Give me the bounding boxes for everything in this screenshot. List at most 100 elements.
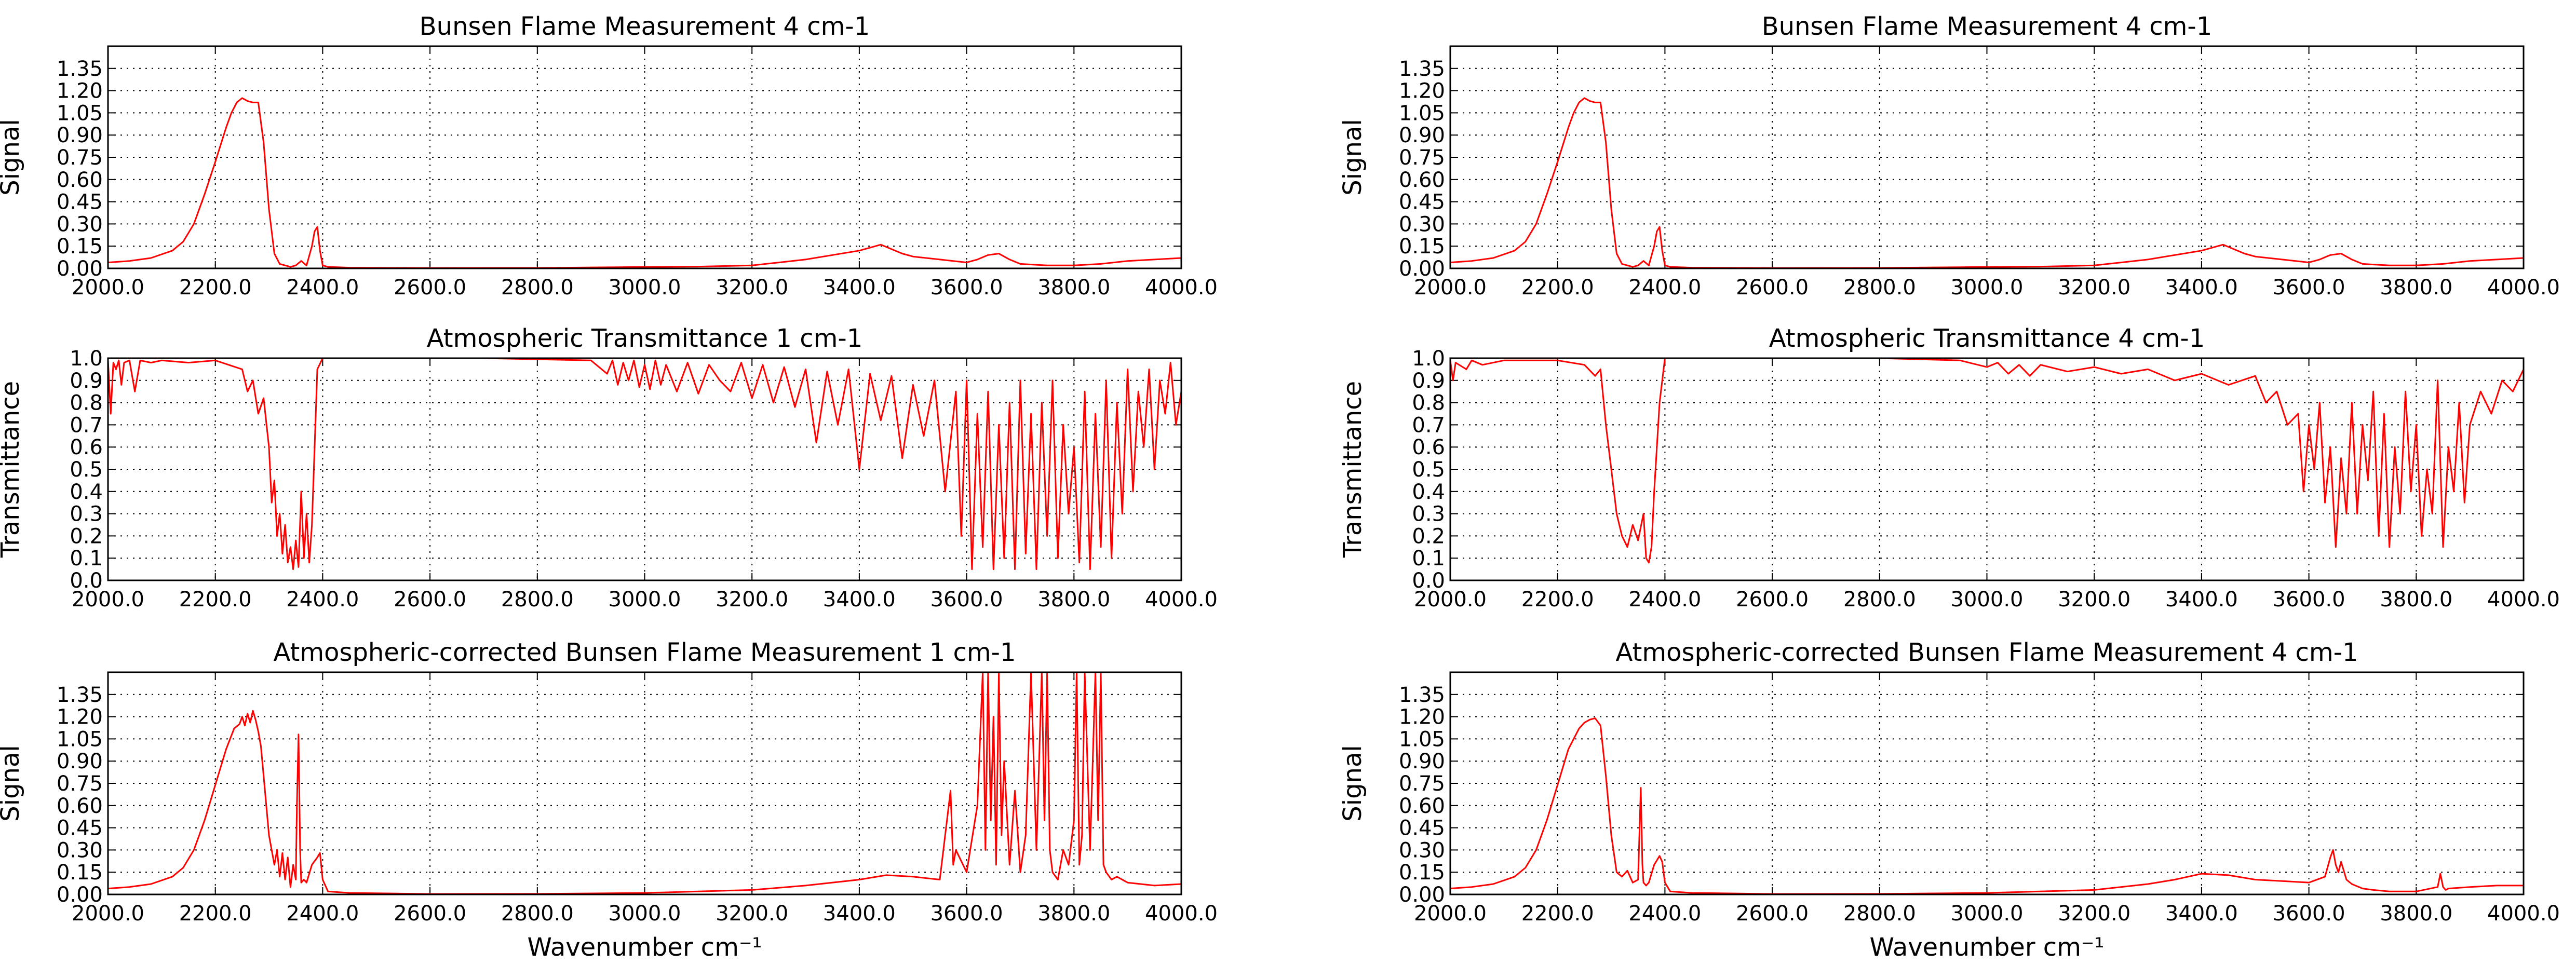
- y-tick-label: 0.00: [1399, 883, 1445, 907]
- y-tick-label: 0.60: [1399, 168, 1445, 192]
- x-tick-label: 2800.0: [501, 276, 574, 300]
- x-tick-label: 2000.0: [1414, 902, 1487, 926]
- x-tick-label: 3400.0: [2165, 902, 2238, 926]
- x-tick-label: 2600.0: [394, 902, 466, 926]
- y-tick-label: 0.7: [1412, 413, 1445, 437]
- x-tick-label: 2200.0: [179, 902, 252, 926]
- y-tick-label: 0.60: [57, 168, 103, 192]
- y-tick-label: 0.6: [70, 436, 103, 459]
- y-axis-label: Signal: [0, 119, 25, 195]
- x-axis-label: Wavenumber cm⁻¹: [1869, 933, 2104, 962]
- x-tick-label: 3600.0: [2273, 276, 2345, 300]
- series-line: [108, 672, 1181, 894]
- x-tick-label: 3200.0: [2058, 902, 2130, 926]
- x-tick-label: 3400.0: [2165, 276, 2238, 300]
- y-tick-label: 0.60: [57, 794, 103, 818]
- x-tick-label: 4000.0: [1145, 276, 1218, 300]
- x-tick-label: 3400.0: [823, 276, 896, 300]
- plot-frame: [107, 357, 1182, 581]
- y-tick-label: 0.0: [1412, 569, 1445, 593]
- y-tick-label: 0.60: [1399, 794, 1445, 818]
- y-tick-label: 0.3: [70, 502, 103, 526]
- x-tick-label: 2600.0: [1736, 902, 1809, 926]
- chart-panel-4: 2000.0 2200.0 2400.0 2600.0 2800.0 3000.0 3200…: [1338, 324, 2560, 612]
- x-tick-label: 3400.0: [2165, 588, 2238, 612]
- x-tick-label: 3200.0: [716, 588, 788, 612]
- chart-title: Bunsen Flame Measurement 4 cm-1: [1762, 12, 2213, 41]
- y-tick-label: 1.05: [1399, 101, 1445, 125]
- y-tick-label: 1.05: [57, 101, 103, 125]
- series-line: [1450, 358, 2524, 564]
- y-tick-label: 0.6: [1412, 436, 1445, 459]
- y-tick-label: 0.00: [57, 883, 103, 907]
- y-tick-label: 0.0: [70, 569, 103, 593]
- x-tick-label: 2400.0: [1628, 276, 1701, 300]
- x-tick-label: 2800.0: [501, 902, 574, 926]
- y-tick-label: 1.0: [70, 347, 103, 371]
- plot-frame: [1449, 357, 2525, 581]
- x-tick-label: 2400.0: [286, 276, 359, 300]
- x-tick-label: 3600.0: [930, 276, 1003, 300]
- x-tick-label: 3600.0: [2273, 588, 2345, 612]
- chart-panel-1: 2000.0 2200.0 2400.0 2600.0 2800.0 3000.0 3200…: [0, 12, 1218, 300]
- x-tick-label: 2400.0: [1628, 902, 1701, 926]
- x-tick-label: 4000.0: [1145, 588, 1218, 612]
- y-tick-label: 0.30: [1399, 212, 1445, 236]
- x-tick-label: 2800.0: [1843, 902, 1916, 926]
- y-tick-label: 0.45: [1399, 817, 1445, 840]
- y-tick-label: 1.35: [57, 683, 103, 707]
- y-tick-label: 0.4: [70, 480, 103, 504]
- y-tick-label: 0.75: [57, 146, 103, 170]
- y-tick-label: 0.75: [1399, 146, 1445, 170]
- plot-frame: [107, 45, 1182, 269]
- x-tick-label: 2000.0: [72, 902, 144, 926]
- x-tick-label: 3000.0: [609, 902, 681, 926]
- plot-frame: [1449, 671, 2525, 895]
- x-tick-label: 3400.0: [823, 588, 896, 612]
- x-axis-label: Wavenumber cm⁻¹: [527, 933, 762, 962]
- y-tick-label: 0.45: [57, 191, 103, 214]
- y-tick-label: 0.5: [70, 458, 103, 482]
- y-axis-label: Transmittance: [0, 381, 25, 558]
- y-tick-label: 0.15: [1399, 861, 1445, 885]
- y-axis-label: Signal: [1338, 745, 1367, 821]
- chart-panel-6: 2000.0 2200.0 2400.0 2600.0 2800.0 3000.0 3200…: [1338, 638, 2560, 962]
- x-tick-label: 3200.0: [716, 276, 788, 300]
- y-tick-label: 0.90: [1399, 750, 1445, 773]
- x-tick-label: 3000.0: [1951, 588, 2024, 612]
- y-axis-label: Signal: [1338, 119, 1367, 195]
- x-tick-label: 3600.0: [2273, 902, 2345, 926]
- series-line: [108, 97, 1181, 268]
- plot-frame: [107, 671, 1182, 895]
- y-tick-label: 0.2: [1412, 524, 1445, 548]
- x-tick-label: 2800.0: [501, 588, 574, 612]
- y-tick-label: 0.2: [70, 524, 103, 548]
- chart-panel-3: 2000.0 2200.0 2400.0 2600.0 2800.0 3000.0 3200…: [0, 324, 1218, 612]
- y-tick-label: 1.35: [57, 57, 103, 81]
- x-tick-label: 3800.0: [1037, 588, 1110, 612]
- y-tick-label: 0.30: [1399, 838, 1445, 862]
- x-tick-label: 3600.0: [930, 588, 1003, 612]
- y-tick-label: 1.35: [1399, 683, 1445, 707]
- y-tick-label: 0.15: [1399, 235, 1445, 259]
- y-tick-label: 0.15: [57, 235, 103, 259]
- chart-title: Atmospheric-corrected Bunsen Flame Measu…: [1616, 638, 2358, 667]
- y-tick-label: 1.20: [1399, 79, 1445, 103]
- chart-title: Atmospheric Transmittance 4 cm-1: [1769, 324, 2205, 353]
- x-tick-label: 2400.0: [286, 588, 359, 612]
- y-tick-label: 0.1: [1412, 547, 1445, 570]
- y-tick-label: 0.4: [1412, 480, 1445, 504]
- x-tick-label: 3800.0: [2380, 902, 2452, 926]
- x-tick-label: 2600.0: [1736, 276, 1809, 300]
- x-tick-label: 2600.0: [1736, 588, 1809, 612]
- x-tick-label: 3200.0: [2058, 276, 2130, 300]
- y-tick-label: 0.00: [57, 257, 103, 281]
- x-tick-label: 3800.0: [1037, 902, 1110, 926]
- x-tick-label: 3800.0: [1037, 276, 1110, 300]
- x-tick-label: 3000.0: [609, 276, 681, 300]
- y-tick-label: 0.00: [1399, 257, 1445, 281]
- y-tick-label: 0.9: [1412, 369, 1445, 393]
- x-tick-label: 3000.0: [609, 588, 681, 612]
- x-tick-label: 2600.0: [394, 276, 466, 300]
- y-tick-label: 1.20: [57, 79, 103, 103]
